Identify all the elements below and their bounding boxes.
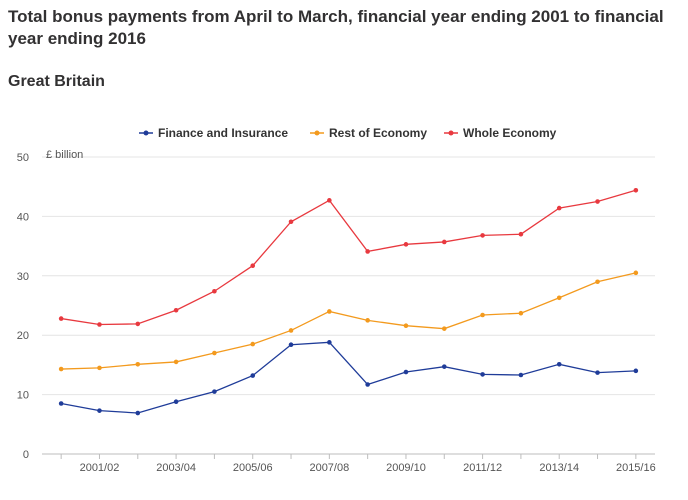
legend-swatch-marker	[143, 130, 149, 136]
x-tick-label: 2007/08	[309, 462, 349, 474]
y-tick-label: 0	[23, 449, 29, 461]
data-point	[327, 198, 332, 203]
data-point	[441, 239, 447, 245]
x-tick-label: 2009/10	[386, 462, 426, 474]
data-point	[480, 233, 485, 238]
data-point	[403, 369, 409, 375]
legend-item-0: Finance and Insurance	[139, 126, 288, 140]
data-point	[595, 370, 600, 375]
data-point	[441, 326, 447, 331]
series-line	[61, 189, 637, 326]
data-point	[97, 365, 102, 371]
x-tick-label: 2003/04	[156, 462, 196, 474]
data-point	[480, 372, 485, 377]
data-point	[556, 205, 562, 211]
data-point	[480, 312, 485, 318]
y-tick-label: 30	[17, 271, 29, 283]
data-point	[327, 340, 332, 345]
data-point	[212, 389, 217, 394]
data-point	[135, 410, 141, 416]
series-0	[58, 340, 639, 416]
legend-label: Finance and Insurance	[158, 126, 288, 140]
legend-item-2: Whole Economy	[444, 126, 557, 140]
series-1	[58, 270, 639, 372]
data-point	[288, 328, 294, 333]
y-tick-label: 50	[17, 152, 29, 164]
chart-title: Total bonus payments from April to March…	[8, 7, 664, 48]
legend: Finance and Insurance Rest of Economy Whol…	[139, 126, 557, 140]
data-point	[250, 341, 256, 347]
data-point	[58, 401, 64, 406]
x-tick-label: 2001/02	[80, 462, 120, 474]
data-point	[173, 359, 179, 365]
data-point	[518, 231, 524, 237]
data-point	[97, 408, 102, 413]
data-point	[365, 249, 370, 254]
grid-lines	[42, 156, 655, 455]
data-point	[250, 263, 256, 269]
data-point	[58, 316, 64, 321]
data-point	[97, 322, 102, 327]
data-point	[288, 342, 294, 348]
data-point	[212, 350, 217, 356]
x-tick-label: 2005/06	[233, 462, 273, 474]
data-point	[633, 368, 639, 374]
data-point	[288, 219, 294, 225]
y-axis-unit-label: £ billion	[46, 149, 83, 161]
data-point	[518, 310, 524, 316]
data-point	[633, 187, 639, 193]
data-point	[212, 288, 217, 294]
data-point	[556, 362, 562, 367]
data-point	[135, 362, 141, 367]
data-point	[518, 372, 524, 378]
data-point	[633, 270, 639, 276]
legend-label: Whole Economy	[463, 126, 557, 140]
legend-item-1: Rest of Economy	[310, 126, 427, 140]
series-2	[58, 187, 639, 327]
data-point	[441, 364, 447, 369]
legend-swatch-marker	[448, 130, 454, 136]
data-point	[403, 242, 409, 247]
data-point	[365, 318, 370, 323]
series-line	[61, 272, 636, 370]
data-point	[365, 382, 370, 387]
data-point	[403, 323, 409, 328]
x-tick-label: 2013/14	[539, 462, 579, 474]
series-layer	[58, 187, 639, 416]
data-point	[595, 279, 600, 285]
y-tick-label: 10	[17, 390, 29, 402]
x-tick-label: 2011/12	[463, 462, 502, 474]
data-point	[135, 321, 141, 327]
x-tick-label: 2015/16	[616, 462, 656, 474]
data-point	[58, 366, 64, 372]
data-point	[173, 399, 179, 405]
y-tick-label: 20	[17, 330, 29, 342]
y-tick-label: 40	[17, 211, 29, 223]
chart-subtitle: Great Britain	[8, 73, 105, 90]
data-point	[327, 309, 332, 314]
legend-swatch-marker	[314, 130, 320, 136]
series-line	[61, 341, 636, 414]
legend-label: Rest of Economy	[329, 126, 427, 140]
data-point	[595, 199, 600, 204]
data-point	[173, 307, 179, 313]
axes: 0 10 20 30 40 50 2001/02 2003/04 2005/06 2007/08 2…	[17, 152, 656, 474]
data-point	[556, 295, 562, 301]
data-point	[250, 373, 256, 378]
